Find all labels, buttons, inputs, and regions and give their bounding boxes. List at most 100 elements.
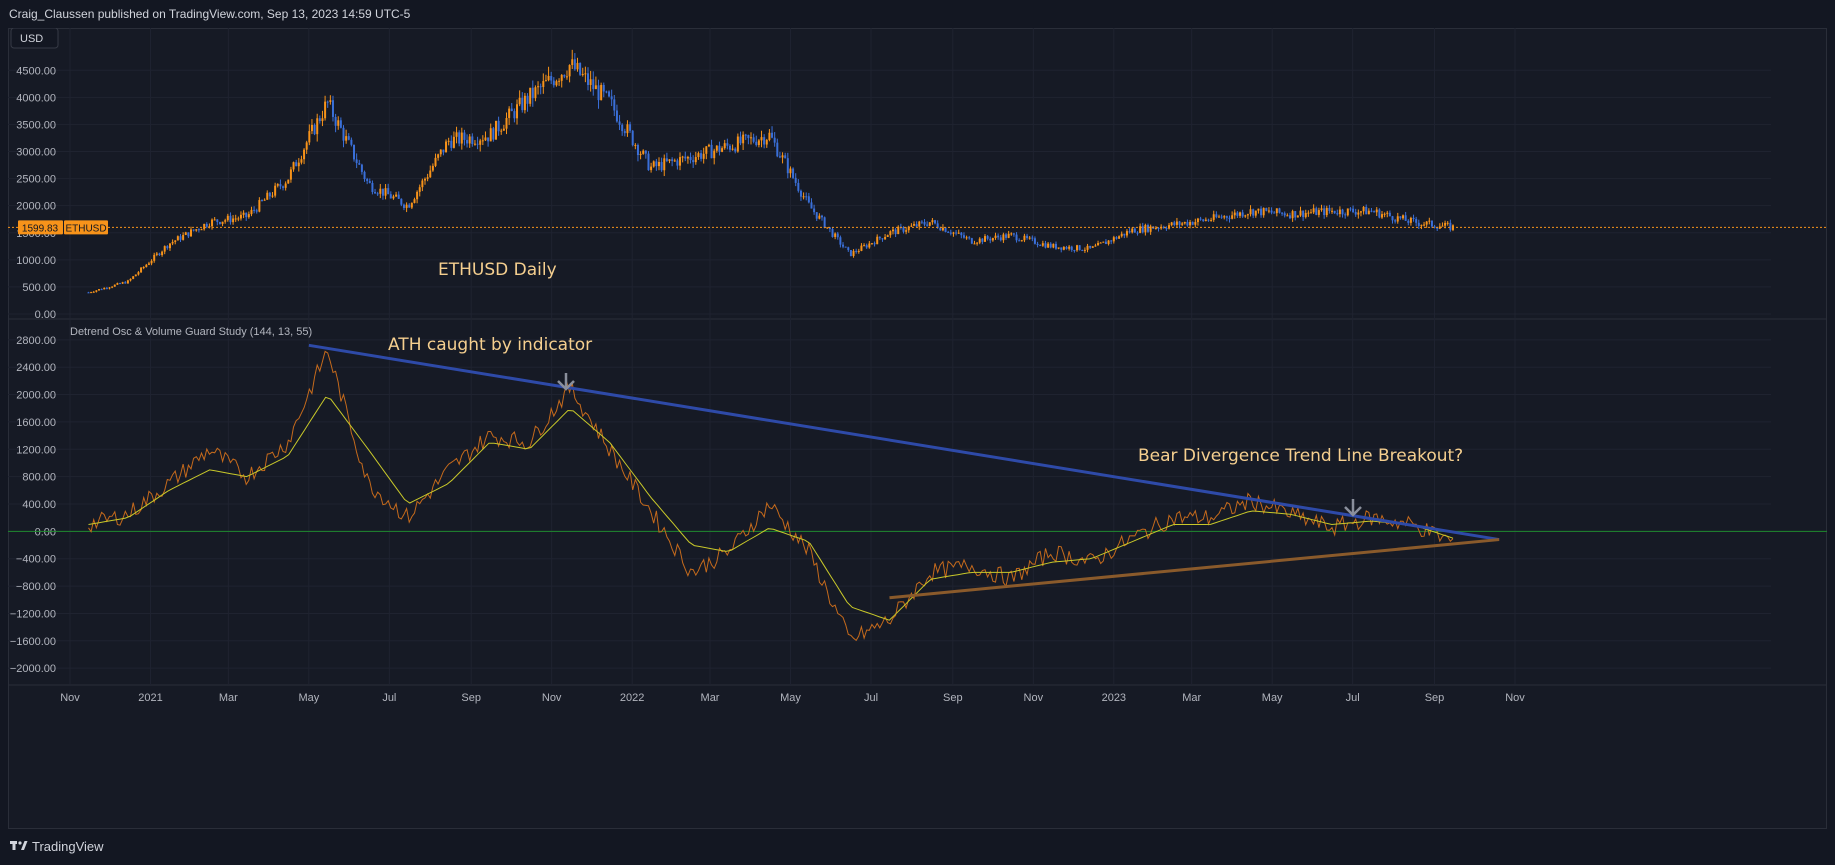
x-tick-label: May — [780, 692, 801, 704]
price-candle-body — [697, 153, 700, 158]
price-candle-body — [1175, 221, 1178, 225]
price-candle-body — [1136, 232, 1139, 234]
price-candle-body — [594, 85, 597, 90]
price-candle-body — [657, 162, 660, 167]
price-candle-body — [1099, 242, 1102, 244]
price-candle-body — [463, 132, 466, 140]
price-candle-body — [1302, 210, 1305, 218]
price-candle-body — [429, 170, 432, 178]
price-candle-body — [129, 278, 132, 281]
price-candle-body — [610, 96, 613, 100]
price-candle-body — [650, 166, 653, 171]
price-candle-body — [1241, 212, 1244, 217]
price-candle-body — [1244, 215, 1247, 217]
price-candle-body — [789, 168, 792, 174]
price-candle-body — [155, 253, 158, 255]
price-candle-body — [150, 260, 153, 264]
price-candle-body — [295, 162, 298, 167]
price-candle-body — [910, 225, 913, 227]
ath-annotation: ATH caught by indicator — [388, 335, 592, 355]
price-candle-body — [487, 137, 490, 142]
price-candle-body — [234, 218, 237, 220]
price-candle-body — [1133, 228, 1136, 233]
x-tick-label: 2022 — [620, 692, 644, 704]
price-candle-body — [1076, 245, 1079, 251]
price-candle-body — [1375, 209, 1378, 213]
price-candle-body — [1199, 218, 1202, 220]
price-candle-body — [1023, 235, 1026, 241]
price-candle-body — [1399, 216, 1402, 219]
price-candle-body — [416, 191, 419, 200]
price-candle-body — [1107, 240, 1110, 245]
x-tick-label: Mar — [701, 692, 720, 704]
price-candle-body — [521, 97, 524, 111]
price-candle-body — [805, 196, 808, 198]
price-candle-body — [579, 62, 582, 75]
price-candle-body — [810, 202, 813, 209]
price-candle-body — [381, 188, 384, 196]
price-candle-body — [544, 80, 547, 82]
price-candle-body — [842, 244, 845, 247]
price-candle-body — [1181, 223, 1184, 225]
price-candle-body — [137, 272, 140, 275]
price-candle-body — [326, 101, 329, 103]
price-candle-body — [947, 231, 950, 233]
price-candle-body — [1257, 208, 1260, 211]
price-candle-body — [686, 156, 689, 159]
price-candle-body — [602, 84, 605, 92]
price-candle-body — [1441, 225, 1444, 227]
price-y-tick-label: 0.00 — [35, 309, 56, 321]
price-candle-body — [250, 209, 253, 215]
x-tick-label: Jul — [382, 692, 396, 704]
price-candle-body — [513, 111, 516, 119]
price-candle-body — [734, 148, 737, 152]
x-tick-label: Sep — [461, 692, 481, 704]
price-candle-body — [652, 161, 655, 167]
price-candle-body — [1359, 211, 1362, 213]
footer: TradingView — [0, 829, 1835, 865]
price-candle-body — [297, 162, 300, 167]
price-candle-body — [508, 108, 511, 118]
price-candle-body — [976, 242, 979, 244]
price-candle-body — [760, 137, 763, 141]
price-candle-body — [1039, 245, 1042, 247]
signal-line — [88, 396, 1454, 621]
price-candle-body — [647, 153, 650, 171]
price-candle-body — [560, 75, 563, 81]
price-candle-body — [205, 223, 208, 227]
price-candle-body — [1286, 215, 1289, 217]
price-candle-body — [303, 149, 306, 160]
breakout-annotation: Bear Divergence Trend Line Breakout? — [1138, 446, 1463, 466]
price-candle-body — [1083, 249, 1086, 251]
last-price-badge — [18, 220, 63, 235]
price-candle-body — [119, 283, 122, 285]
price-candle-body — [587, 73, 590, 85]
price-candle-body — [681, 156, 684, 158]
price-candle-body — [1054, 243, 1057, 249]
chart-canvas[interactable]: Nov 2021 Mar May Jul Sep Nov 2022 Mar May Jul Sep No… — [8, 28, 1827, 829]
price-candle-body — [989, 238, 992, 241]
price-candle-body — [408, 204, 411, 208]
price-candle-body — [1386, 212, 1389, 214]
price-candle-body — [1283, 213, 1286, 216]
price-candle-body — [1328, 207, 1331, 211]
x-tick-label: Sep — [943, 692, 963, 704]
price-candle-body — [182, 234, 185, 240]
price-y-tick-label: 500.00 — [22, 282, 56, 294]
price-candle-body — [1015, 234, 1018, 241]
price-candle-body — [473, 143, 476, 145]
price-candle-body — [458, 132, 461, 144]
tradingview-logo[interactable]: TradingView — [10, 839, 104, 854]
price-candle-body — [471, 136, 474, 145]
price-candle-body — [660, 162, 663, 171]
price-candle-body — [878, 236, 881, 239]
price-candle-body — [284, 183, 287, 188]
price-candle-body — [1252, 209, 1255, 216]
bear-divergence-trend-line — [308, 343, 1500, 542]
price-candle-body — [997, 235, 1000, 238]
osc-y-tick-label: −800.00 — [16, 581, 56, 593]
price-candle-body — [1373, 211, 1376, 213]
chart-area[interactable] — [8, 28, 1827, 829]
price-candle-body — [126, 280, 129, 284]
price-candle-body — [1336, 213, 1339, 215]
